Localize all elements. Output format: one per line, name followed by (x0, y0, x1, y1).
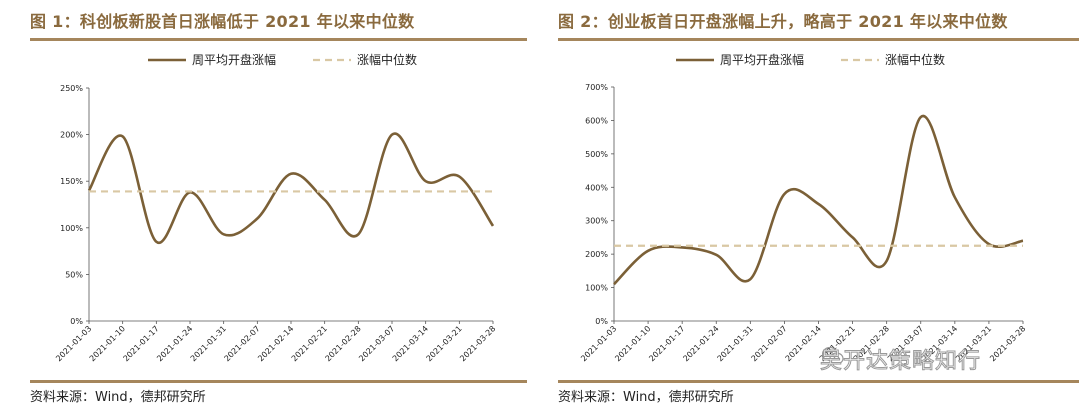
y-tick-label: 0% (70, 317, 83, 326)
figure-2-source: 资料来源：Wind，德邦研究所 (558, 390, 734, 405)
title-rule (558, 38, 1079, 41)
y-tick-label: 600% (585, 116, 608, 125)
figure-2: 图 2：创业板首日开盘涨幅上升，略高于 2021 年以来中位数 0% 100% 20… (555, 0, 1080, 409)
y-tick-label: 150% (60, 177, 83, 186)
y-tick-label: 0% (595, 317, 608, 326)
figure-2-title: 图 2：创业板首日开盘涨幅上升，略高于 2021 年以来中位数 (558, 12, 1008, 31)
legend-label: 周平均开盘涨幅 (192, 52, 276, 67)
legend-label: 涨幅中位数 (885, 52, 945, 67)
y-tick-label: 250% (60, 84, 83, 93)
watermark: 吴开达策略知行 (819, 349, 982, 375)
x-tick-label: 2021-03-28 (458, 324, 497, 363)
legend-label: 涨幅中位数 (357, 52, 417, 67)
figure-1-title: 图 1：科创板新股首日涨幅低于 2021 年以来中位数 (30, 12, 415, 31)
y-tick-label: 100% (60, 224, 83, 233)
y-tick-label: 500% (585, 150, 608, 159)
y-tick-label: 200% (585, 250, 608, 259)
y-tick-label: 50% (65, 270, 83, 279)
y-tick-label: 700% (585, 83, 608, 92)
series-line (87, 132, 495, 244)
title-rule (30, 38, 527, 41)
y-tick-label: 300% (585, 217, 608, 226)
y-tick-label: 200% (60, 131, 83, 140)
source-rule (30, 380, 527, 383)
figure-1: 图 1：科创板新股首日涨幅低于 2021 年以来中位数 0% 50% 100% 150… (0, 0, 528, 409)
y-tick-label: 400% (585, 183, 608, 192)
chart-1: 0%50%100%150%200%250%2021-01-032021-01-1… (54, 52, 497, 363)
y-tick-label: 100% (585, 284, 608, 293)
source-rule (558, 380, 1079, 383)
x-tick-label: 2021-03-28 (988, 324, 1027, 363)
legend-label: 周平均开盘涨幅 (720, 52, 804, 67)
wechat-icon (822, 346, 844, 365)
figure-1-source: 资料来源：Wind，德邦研究所 (30, 390, 206, 405)
chart-2: 0%100%200%300%400%500%600%700%2021-01-03… (579, 52, 1027, 363)
series-line (613, 114, 1024, 286)
